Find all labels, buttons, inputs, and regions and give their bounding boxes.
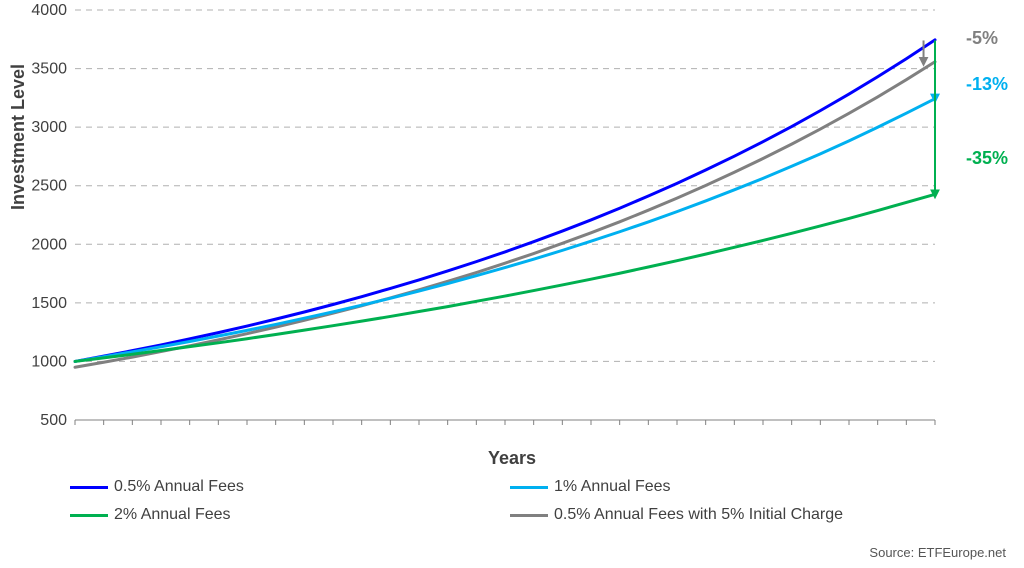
legend-swatch [510,486,548,489]
y-tick-label: 2500 [31,178,67,195]
y-tick-label: 3500 [31,61,67,78]
annotation-label: -5% [966,28,998,49]
x-tick-label: 29 [897,429,915,430]
y-tick-label: 3000 [31,119,67,136]
x-tick-label: 30 [926,429,944,430]
source-text: Source: ETFEurope.net [869,545,1006,560]
legend: 0.5% Annual Fees 1% Annual Fees 2% Annual … [70,478,950,524]
x-tick-label: 20 [639,429,657,430]
x-tick-label: 15 [496,429,514,430]
y-tick-label: 2000 [31,236,67,253]
y-tick-label: 1500 [31,295,67,312]
x-tick-label: 10 [353,429,371,430]
x-tick-label: 0 [71,429,80,430]
legend-label: 0.5% Annual Fees [114,478,244,496]
legend-swatch [510,514,548,517]
x-tick-label: 12 [410,429,428,430]
x-tick-label: 1 [99,429,108,430]
y-axis-label: Investment Level [8,64,29,210]
x-axis-label: Years [0,448,1024,469]
legend-swatch [70,486,108,489]
x-tick-label: 22 [697,429,715,430]
chart-container: Investment Level 50010001500200025003000… [0,0,1024,568]
x-tick-label: 23 [725,429,743,430]
x-tick-label: 28 [869,429,887,430]
x-tick-label: 21 [668,429,686,430]
x-tick-label: 7 [271,429,280,430]
x-tick-label: 3 [157,429,166,430]
legend-item-fees_2: 2% Annual Fees [70,506,510,524]
series-fees_05 [75,40,935,362]
x-tick-label: 17 [553,429,571,430]
x-tick-label: 4 [185,429,194,430]
x-tick-label: 16 [525,429,543,430]
x-tick-label: 25 [783,429,801,430]
x-tick-label: 14 [467,429,485,430]
x-tick-label: 9 [329,429,338,430]
y-tick-label: 1000 [31,353,67,370]
legend-item-fees_1: 1% Annual Fees [510,478,950,496]
x-tick-label: 26 [811,429,829,430]
legend-label: 0.5% Annual Fees with 5% Initial Charge [554,506,843,524]
y-tick-label: 4000 [31,2,67,19]
legend-item-fees_05: 0.5% Annual Fees [70,478,510,496]
legend-swatch [70,514,108,517]
x-tick-label: 13 [439,429,457,430]
x-tick-label: 2 [128,429,137,430]
x-tick-label: 27 [840,429,858,430]
x-tick-label: 18 [582,429,600,430]
legend-label: 1% Annual Fees [554,478,671,496]
x-tick-label: 6 [243,429,252,430]
legend-item-fees_05_init5: 0.5% Annual Fees with 5% Initial Charge [510,506,950,524]
x-tick-label: 11 [382,429,399,430]
x-tick-label: 8 [300,429,309,430]
y-tick-label: 500 [40,412,67,429]
x-tick-label: 24 [754,429,772,430]
legend-label: 2% Annual Fees [114,506,231,524]
annotation-label: -35% [966,148,1008,169]
x-tick-label: 19 [611,429,629,430]
annotation-label: -13% [966,74,1008,95]
x-tick-label: 5 [214,429,223,430]
series-fees_05_init5 [75,62,935,368]
chart-svg: 5001000150020002500300035004000012345678… [0,0,1024,430]
